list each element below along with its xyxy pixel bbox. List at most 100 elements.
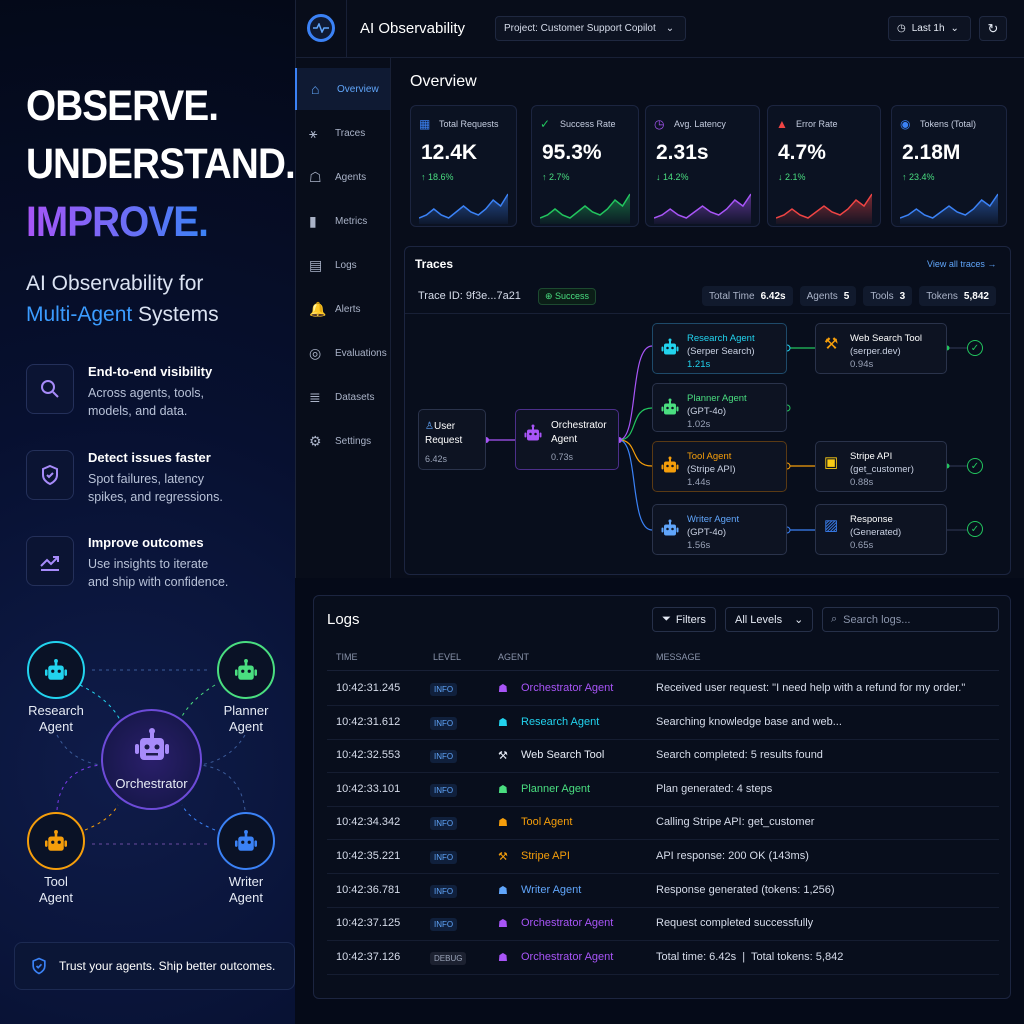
status-badge: ⊕ Success xyxy=(538,288,597,305)
log-agent: Web Search Tool xyxy=(521,749,605,762)
log-level-badge: INFO xyxy=(430,918,458,932)
trace-node-orchestrator[interactable]: Orchestrator Agent 0.73s xyxy=(515,409,619,470)
sparkline xyxy=(419,193,508,224)
orchestrator-label: Orchestrator xyxy=(115,776,188,791)
log-row[interactable]: 10:42:35.221 INFO ⚒ Stripe API API respo… xyxy=(327,840,999,874)
log-row[interactable]: 10:42:37.125 INFO ☗ Orchestrator Agent R… xyxy=(327,907,999,942)
sidebar-item-overview[interactable]: ⌂ Overview xyxy=(295,68,390,110)
agent-label: Planner Agent xyxy=(206,703,286,735)
log-row[interactable]: 10:42:31.245 INFO ☗ Orchestrator Agent R… xyxy=(327,672,999,706)
feature-desc-line: Spot failures, latency xyxy=(88,472,205,486)
trace-node-writer[interactable]: Writer Agent (GPT-4o) 1.56s xyxy=(652,504,787,555)
sidebar-item-alerts[interactable]: 🔔 Alerts xyxy=(295,288,390,330)
time-range-label: Last 1h xyxy=(911,23,945,34)
trace-node-user-request[interactable]: ♙User Request 6.42s xyxy=(418,409,486,470)
log-row[interactable]: 10:42:37.126 DEBUG ☗ Orchestrator Agent … xyxy=(327,941,999,975)
robot-icon xyxy=(45,659,67,680)
log-time: 10:42:32.553 xyxy=(336,749,401,762)
search-icon xyxy=(26,364,74,414)
divider xyxy=(346,0,347,57)
sparkline-line xyxy=(419,193,508,219)
clock-icon: ◷ xyxy=(654,117,665,131)
agent-label-line: Agent xyxy=(39,890,73,905)
metric-label: Success Rate xyxy=(560,119,616,129)
log-row[interactable]: 10:42:34.342 INFO ☗ Tool Agent Calling S… xyxy=(327,806,999,841)
node-name: Web Search Tool xyxy=(850,333,922,344)
orchestrator-node: Orchestrator xyxy=(101,709,202,810)
trace-node-research[interactable]: Research Agent (Serper Search) 1.21s xyxy=(652,323,787,374)
logs-title: Logs xyxy=(327,611,360,628)
home-icon: ⌂ xyxy=(311,81,320,97)
feature-title: Detect issues faster xyxy=(88,450,211,465)
time-range-selector[interactable]: ◷ Last 1h ⌄ xyxy=(888,16,971,41)
level-select[interactable]: All Levels ⌄ xyxy=(725,607,813,632)
sparkline-line xyxy=(900,193,998,219)
sidebar-item-evaluations[interactable]: ◎ Evaluations xyxy=(295,332,390,374)
trace-node-tool[interactable]: Tool Agent (Stripe API) 1.44s xyxy=(652,441,787,492)
feature-desc: Spot failures, latency spikes, and regres… xyxy=(88,470,223,506)
logs-panel xyxy=(313,595,1011,999)
refresh-icon: ↻ xyxy=(987,20,999,36)
log-agent: Orchestrator Agent xyxy=(521,917,614,930)
node-name: Writer Agent xyxy=(687,514,740,525)
sidebar-item-agents[interactable]: ☖ Agents xyxy=(295,156,390,198)
metric-card[interactable]: ▲ Error Rate 4.7% ↓ 2.1% xyxy=(767,105,881,227)
filters-label: Filters xyxy=(675,613,706,626)
hero-subtitle-1: AI Observability for xyxy=(26,272,204,295)
view-all-traces-link[interactable]: View all traces → xyxy=(927,259,997,269)
node-duration: 0.88s xyxy=(850,477,874,488)
log-agent: Stripe API xyxy=(521,850,570,862)
feature-desc-line: models, and data. xyxy=(88,404,188,418)
sidebar-item-label: Traces xyxy=(335,127,366,139)
sparkline-area xyxy=(776,194,872,224)
metric-card[interactable]: ▦ Total Requests 12.4K ↑ 18.6% xyxy=(410,105,517,227)
feature-desc-line: Use insights to iterate xyxy=(88,557,209,571)
node-duration: 0.65s xyxy=(850,540,874,551)
search-logs-input[interactable]: ⌕ Search logs... xyxy=(822,607,999,632)
log-time: 10:42:31.612 xyxy=(336,715,401,728)
search-placeholder: Search logs... xyxy=(843,613,911,626)
metric-delta: ↓ 2.1% xyxy=(778,172,806,182)
metric-card[interactable]: ◉ Tokens (Total) 2.18M ↑ 23.4% xyxy=(891,105,1007,227)
sidebar-item-settings[interactable]: ⚙ Settings xyxy=(295,420,390,462)
node-duration: 1.02s xyxy=(687,419,711,430)
metric-value: 4.7% xyxy=(778,141,826,164)
sidebar-item-label: Logs xyxy=(335,259,357,271)
hero-panel: OBSERVE. UNDERSTAND. IMPROVE. AI Observa… xyxy=(0,0,296,1024)
node-name: Tool Agent xyxy=(687,451,732,462)
trace-node-stripe[interactable]: ▣ Stripe API (get_customer) 0.88s xyxy=(815,441,947,492)
sidebar-item-label: Alerts xyxy=(335,303,361,315)
log-row[interactable]: 10:42:33.101 INFO ☗ Planner Agent Plan g… xyxy=(327,773,999,807)
trace-node-websearch[interactable]: ⚒ Web Search Tool (serper.dev) 0.94s xyxy=(815,323,947,374)
agent-label-line: Agent xyxy=(229,719,263,734)
node-subtitle: (get_customer) xyxy=(850,464,914,475)
log-row[interactable]: 10:42:36.781 INFO ☗ Writer Agent Respons… xyxy=(327,874,999,908)
metric-value: 2.18M xyxy=(902,141,961,164)
log-message: Searching knowledge base and web... xyxy=(656,715,842,728)
feature-desc: Across agents, tools, models, and data. xyxy=(88,384,204,420)
node-subtitle: (Generated) xyxy=(850,527,902,538)
trace-node-response[interactable]: ▨ Response (Generated) 0.65s xyxy=(815,504,947,555)
log-agent: Orchestrator Agent xyxy=(521,682,614,694)
robot-icon xyxy=(661,456,679,473)
sidebar-item-metrics[interactable]: ▮ Metrics xyxy=(295,200,390,242)
stat-value: 5,842 xyxy=(963,290,989,302)
agent-label-line: Agent xyxy=(229,890,263,905)
log-row[interactable]: 10:42:32.553 INFO ⚒ Web Search Tool Sear… xyxy=(327,739,999,774)
node-name: Orchestrator xyxy=(551,420,607,431)
sidebar-item-logs[interactable]: ▤ Logs xyxy=(295,244,390,286)
col-header: LEVEL xyxy=(433,652,462,662)
node-name: Stripe API xyxy=(850,451,893,462)
sidebar-item-traces[interactable]: ⚹ Traces xyxy=(295,112,390,154)
trace-node-planner[interactable]: Planner Agent (GPT-4o) 1.02s xyxy=(652,383,787,432)
refresh-button[interactable]: ↻ xyxy=(979,16,1007,41)
metric-card[interactable]: ◷ Avg. Latency 2.31s ↓ 14.2% xyxy=(645,105,760,227)
metric-delta: ↓ 14.2% xyxy=(656,172,689,182)
metric-value: 2.31s xyxy=(656,141,709,164)
metric-card[interactable]: ✓ Success Rate 95.3% ↑ 2.7% xyxy=(531,105,639,227)
sidebar-item-datasets[interactable]: ≣ Datasets xyxy=(295,376,390,418)
log-row[interactable]: 10:42:31.612 INFO ☗ Research Agent Searc… xyxy=(327,706,999,740)
project-selector[interactable]: Project: Customer Support Copilot ⌄ xyxy=(495,16,686,41)
stat-label: Total Time xyxy=(709,290,755,302)
filters-button[interactable]: ⏷ Filters xyxy=(652,607,716,632)
